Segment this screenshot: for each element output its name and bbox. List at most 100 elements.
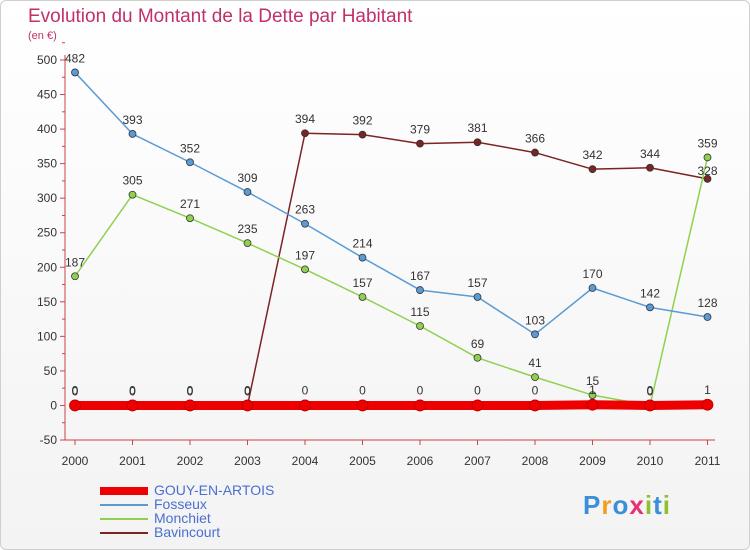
x-tick-label: 2006 bbox=[407, 454, 434, 468]
data-point bbox=[416, 286, 424, 294]
x-tick-label: 2010 bbox=[637, 454, 664, 468]
data-label: 366 bbox=[525, 132, 545, 146]
data-point bbox=[358, 130, 367, 139]
data-label: 379 bbox=[410, 123, 430, 137]
x-tick-label: 2001 bbox=[119, 454, 146, 468]
data-label: 1 bbox=[589, 383, 596, 397]
y-tick-label: 200 bbox=[37, 260, 57, 274]
data-label: 0 bbox=[647, 383, 654, 397]
data-point bbox=[243, 239, 252, 247]
data-label: 0 bbox=[244, 384, 251, 398]
data-point bbox=[531, 148, 539, 157]
data-label: 1 bbox=[704, 383, 711, 397]
data-point bbox=[529, 399, 541, 412]
proxiti-logo: Proxiti bbox=[583, 490, 671, 521]
data-point bbox=[703, 313, 712, 321]
data-label: 0 bbox=[359, 383, 366, 397]
data-label: 359 bbox=[697, 136, 717, 150]
y-tick-label: 400 bbox=[37, 122, 57, 136]
data-point bbox=[184, 399, 196, 412]
data-point bbox=[301, 129, 309, 138]
y-tick-label: -50 bbox=[40, 433, 58, 447]
data-point bbox=[646, 303, 654, 312]
data-label: 103 bbox=[525, 313, 545, 327]
data-point bbox=[299, 399, 311, 412]
data-point bbox=[414, 399, 426, 412]
logo-letter: t bbox=[653, 490, 663, 520]
legend-swatch-monchiet bbox=[100, 518, 148, 520]
data-label: 235 bbox=[237, 222, 257, 236]
legend-label-bavincourt: Bavincourt bbox=[154, 524, 221, 540]
data-point bbox=[471, 399, 484, 412]
x-tick-label: 2002 bbox=[177, 454, 204, 468]
y-tick-label: 500 bbox=[37, 53, 57, 67]
data-label: 0 bbox=[187, 383, 194, 397]
data-point bbox=[126, 399, 139, 412]
data-point bbox=[186, 214, 194, 223]
data-label: 482 bbox=[65, 51, 85, 65]
x-tick-label: 2011 bbox=[695, 454, 721, 468]
logo-letter: i bbox=[662, 490, 671, 520]
data-label: 0 bbox=[187, 384, 194, 398]
logo-letter: i bbox=[644, 490, 654, 520]
legend-swatch-bavincourt bbox=[100, 532, 148, 534]
data-point bbox=[588, 284, 597, 292]
data-label: 0 bbox=[72, 384, 79, 398]
data-point bbox=[358, 253, 367, 262]
data-label: 167 bbox=[410, 269, 430, 283]
data-point bbox=[241, 399, 254, 412]
data-point bbox=[416, 322, 424, 330]
data-label: 0 bbox=[647, 384, 654, 398]
data-label: 309 bbox=[237, 171, 257, 185]
series-line-2 bbox=[74, 156, 709, 407]
data-point bbox=[703, 174, 712, 183]
data-label: 0 bbox=[244, 383, 251, 397]
logo-letter: P bbox=[583, 490, 602, 520]
data-point bbox=[71, 68, 79, 77]
legend-swatch-gouy bbox=[100, 487, 148, 495]
data-label: 344 bbox=[640, 147, 660, 161]
data-label: 0 bbox=[129, 384, 136, 398]
data-point bbox=[588, 165, 597, 174]
data-label: 0 bbox=[72, 383, 79, 397]
legend-label-monchiet: Monchiet bbox=[154, 510, 211, 526]
logo-letter: o bbox=[612, 490, 630, 520]
x-tick-label: 2004 bbox=[292, 454, 319, 468]
data-label: 187 bbox=[65, 255, 85, 269]
data-label: 0 bbox=[129, 383, 136, 397]
data-label: 142 bbox=[640, 286, 660, 300]
data-point bbox=[588, 391, 597, 399]
y-tick-label: 100 bbox=[37, 329, 57, 343]
data-label: 393 bbox=[122, 113, 142, 127]
y-tick-label: 150 bbox=[37, 295, 57, 309]
series-line-1 bbox=[74, 71, 709, 336]
data-label: 157 bbox=[467, 276, 487, 290]
data-label: 115 bbox=[410, 305, 429, 319]
logo-letter: x bbox=[629, 490, 645, 520]
x-tick-label: 2003 bbox=[234, 454, 261, 468]
legend-label-gouy: GOUY-EN-ARTOIS bbox=[154, 482, 275, 498]
data-label: 0 bbox=[302, 383, 309, 397]
data-point bbox=[703, 153, 712, 162]
data-point bbox=[531, 373, 539, 382]
data-point bbox=[646, 163, 654, 172]
data-point bbox=[531, 330, 539, 339]
data-label: 305 bbox=[122, 174, 142, 188]
data-label: 0 bbox=[532, 383, 539, 397]
data-label: 394 bbox=[295, 112, 315, 126]
data-point bbox=[586, 398, 599, 411]
y-tick-label: 250 bbox=[37, 226, 57, 240]
x-tick-label: 2005 bbox=[349, 454, 376, 468]
chart-subtitle: (en €) bbox=[28, 30, 57, 42]
data-label: 41 bbox=[528, 356, 542, 370]
data-point bbox=[473, 138, 482, 147]
data-point bbox=[243, 188, 252, 196]
data-point bbox=[701, 398, 714, 411]
data-label: 15 bbox=[586, 374, 600, 388]
data-point bbox=[301, 219, 309, 228]
y-tick-label: 350 bbox=[37, 157, 57, 171]
data-label: 170 bbox=[582, 267, 602, 281]
data-point bbox=[358, 293, 367, 301]
data-label: 197 bbox=[295, 248, 315, 262]
data-point bbox=[473, 353, 482, 362]
